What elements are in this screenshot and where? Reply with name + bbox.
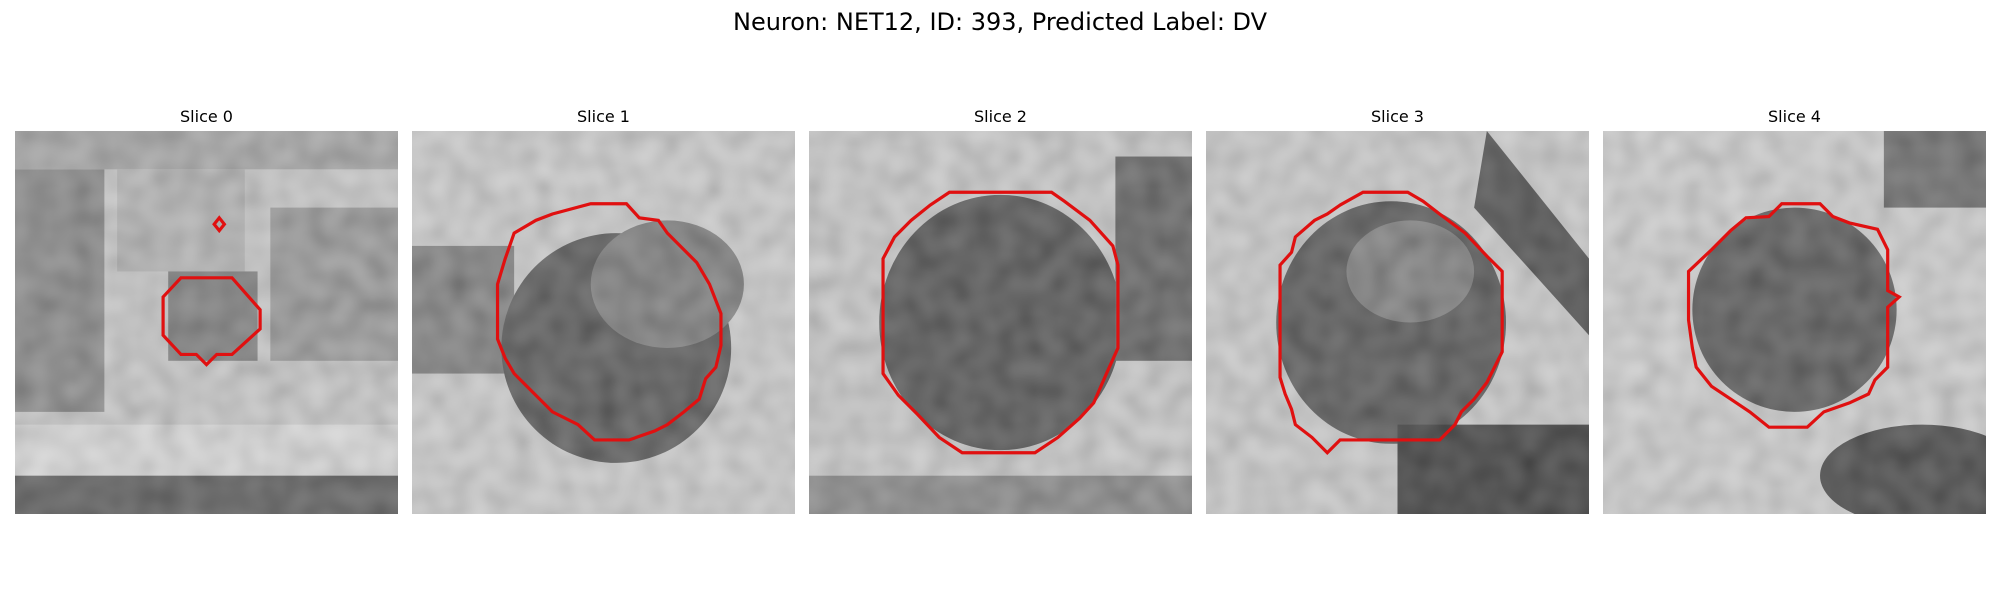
pixel-noise: [809, 131, 1192, 514]
slice-title: Slice 0: [180, 107, 233, 126]
pixel-noise: [15, 131, 398, 514]
neuron-contour: [1278, 190, 1504, 455]
neuron-contour-small: [212, 215, 227, 234]
slice-image: [1603, 131, 1986, 514]
neuron-contour: [495, 202, 723, 442]
slice-title: Slice 2: [974, 107, 1027, 126]
slice-title: Slice 4: [1768, 107, 1821, 126]
slice-image: [15, 131, 398, 514]
slice-image: [412, 131, 795, 514]
slice-title: Slice 3: [1371, 107, 1424, 126]
slice-panel-3: Slice 3: [1206, 105, 1589, 514]
slice-panel-4: Slice 4: [1603, 105, 1986, 514]
figure-title: Neuron: NET12, ID: 393, Predicted Label:…: [732, 8, 1268, 36]
slice-image: [1206, 131, 1589, 514]
pixel-noise: [1206, 131, 1589, 514]
slice-panel-2: Slice 2: [809, 105, 1192, 514]
slice-title: Slice 1: [577, 107, 630, 126]
neuron-contour: [881, 190, 1120, 455]
slice-panel-0: Slice 0: [15, 105, 398, 514]
neuron-contour: [1686, 202, 1902, 429]
slice-panel-1: Slice 1: [412, 105, 795, 514]
slice-image: [809, 131, 1192, 514]
pixel-noise: [1603, 131, 1986, 514]
neuron-contour: [161, 276, 262, 367]
pixel-noise: [412, 131, 795, 514]
